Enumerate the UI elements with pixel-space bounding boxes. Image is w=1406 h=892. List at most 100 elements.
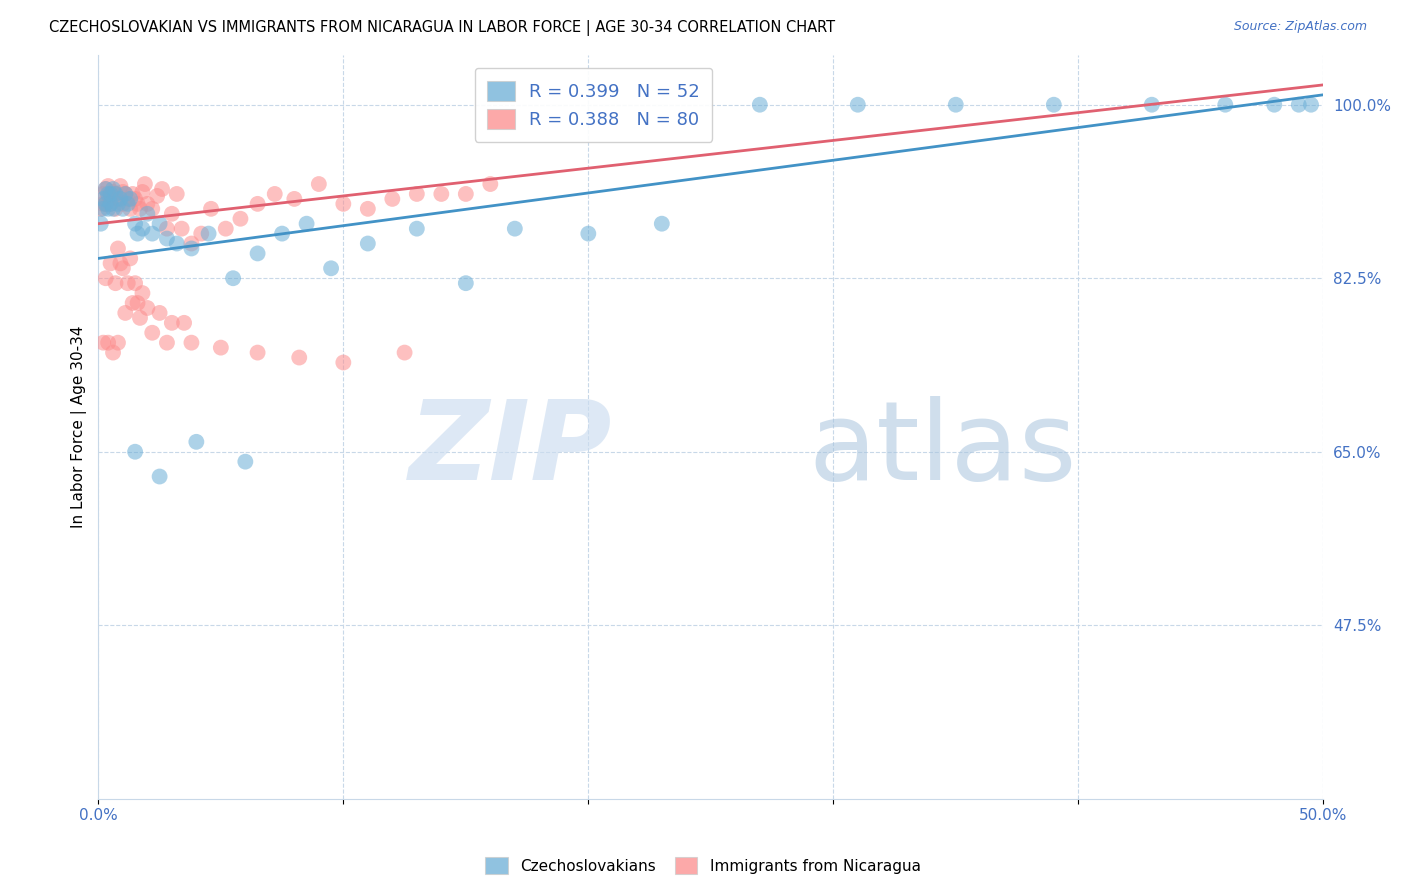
Point xyxy=(100,186,122,201)
Point xyxy=(233,455,256,469)
Point xyxy=(90,202,112,216)
Point xyxy=(146,189,169,203)
Point xyxy=(197,227,219,241)
Point xyxy=(104,202,127,216)
Point xyxy=(149,306,172,320)
Point xyxy=(94,182,117,196)
Point xyxy=(91,202,114,216)
Point xyxy=(131,221,153,235)
Point xyxy=(110,179,132,194)
Point xyxy=(94,271,117,285)
Point xyxy=(141,326,163,340)
Point xyxy=(111,185,134,199)
Point xyxy=(357,236,380,251)
Point xyxy=(107,197,129,211)
Point xyxy=(166,186,188,201)
Point xyxy=(94,197,117,211)
Point xyxy=(107,335,129,350)
Point xyxy=(651,217,673,231)
Text: Source: ZipAtlas.com: Source: ZipAtlas.com xyxy=(1233,20,1367,33)
Point xyxy=(222,271,245,285)
Point xyxy=(120,192,142,206)
Point xyxy=(186,434,208,449)
Point xyxy=(127,296,149,310)
Point xyxy=(319,261,342,276)
Point xyxy=(332,197,354,211)
Text: ZIP: ZIP xyxy=(409,396,613,503)
Point xyxy=(111,261,134,276)
Point xyxy=(101,202,124,216)
Point xyxy=(107,192,129,206)
Point xyxy=(846,97,869,112)
Legend: Czechoslovakians, Immigrants from Nicaragua: Czechoslovakians, Immigrants from Nicara… xyxy=(479,851,927,880)
Point xyxy=(104,276,127,290)
Point xyxy=(149,217,172,231)
Point xyxy=(215,221,238,235)
Point xyxy=(97,335,120,350)
Point xyxy=(129,310,152,325)
Point xyxy=(124,276,146,290)
Point xyxy=(180,242,202,256)
Point xyxy=(117,192,139,206)
Point xyxy=(100,192,122,206)
Point xyxy=(430,186,453,201)
Point xyxy=(166,236,188,251)
Point xyxy=(91,197,114,211)
Point xyxy=(332,355,354,369)
Point xyxy=(100,197,122,211)
Point xyxy=(503,221,526,235)
Point xyxy=(124,192,146,206)
Point xyxy=(394,345,416,359)
Point xyxy=(1213,97,1236,112)
Text: atlas: atlas xyxy=(808,396,1077,503)
Point xyxy=(156,335,179,350)
Point xyxy=(120,252,142,266)
Point xyxy=(121,186,143,201)
Point xyxy=(94,197,117,211)
Point xyxy=(134,177,156,191)
Point xyxy=(170,221,193,235)
Point xyxy=(114,186,136,201)
Point xyxy=(127,227,149,241)
Point xyxy=(156,221,179,235)
Point xyxy=(180,236,202,251)
Point xyxy=(136,207,159,221)
Point xyxy=(129,202,152,216)
Point xyxy=(110,192,132,206)
Point xyxy=(94,182,117,196)
Point xyxy=(1042,97,1064,112)
Point xyxy=(454,186,477,201)
Point xyxy=(149,469,172,483)
Point xyxy=(114,186,136,201)
Point xyxy=(381,192,404,206)
Point xyxy=(101,182,124,196)
Point xyxy=(91,186,114,201)
Point xyxy=(101,185,124,199)
Point xyxy=(405,221,427,235)
Point xyxy=(200,202,222,216)
Point xyxy=(263,186,285,201)
Legend: R = 0.399   N = 52, R = 0.388   N = 80: R = 0.399 N = 52, R = 0.388 N = 80 xyxy=(475,68,713,142)
Point xyxy=(101,189,124,203)
Point xyxy=(120,202,142,216)
Point xyxy=(246,197,269,211)
Point xyxy=(141,227,163,241)
Point xyxy=(104,186,127,201)
Point xyxy=(127,197,149,211)
Point xyxy=(107,242,129,256)
Point xyxy=(90,217,112,231)
Point xyxy=(1288,97,1310,112)
Point xyxy=(141,202,163,216)
Point xyxy=(117,276,139,290)
Point xyxy=(97,202,120,216)
Point xyxy=(1299,97,1322,112)
Point xyxy=(229,211,252,226)
Point xyxy=(131,185,153,199)
Point xyxy=(1140,97,1163,112)
Point xyxy=(271,227,294,241)
Point xyxy=(180,335,202,350)
Point xyxy=(97,189,120,203)
Point xyxy=(91,335,114,350)
Point xyxy=(160,316,183,330)
Point xyxy=(479,177,502,191)
